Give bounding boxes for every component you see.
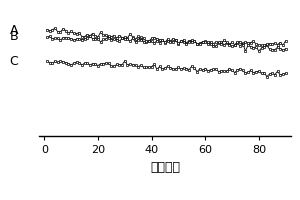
- Text: C: C: [9, 55, 18, 68]
- Text: B: B: [10, 30, 18, 43]
- Text: A: A: [10, 24, 18, 37]
- X-axis label: 循环数值: 循环数值: [150, 161, 180, 174]
